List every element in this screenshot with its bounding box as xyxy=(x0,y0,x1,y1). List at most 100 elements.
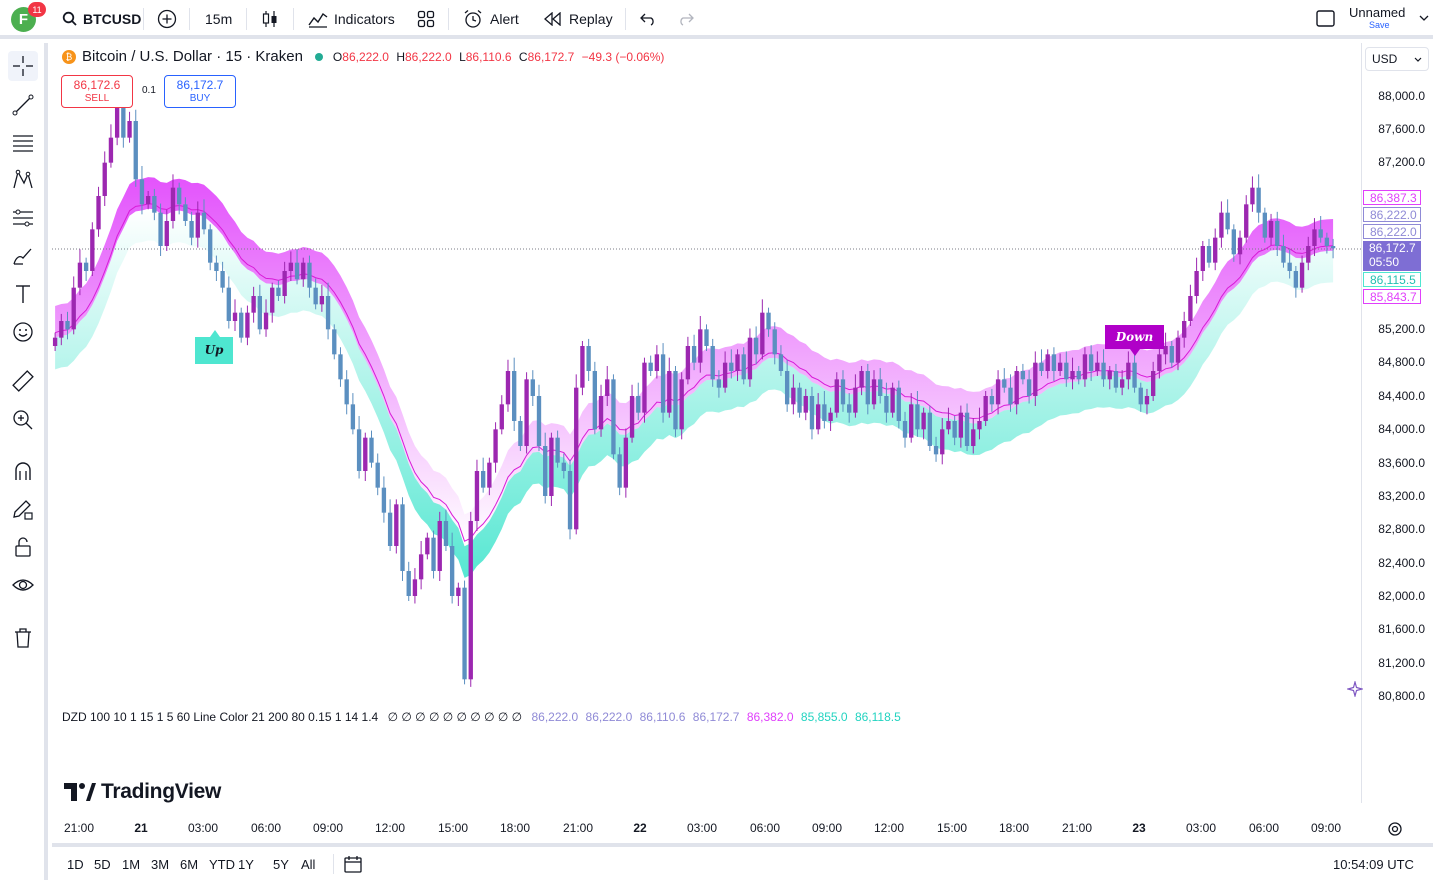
candle-body xyxy=(617,454,622,488)
indicators-button[interactable]: Indicators xyxy=(308,0,395,37)
range-button-1d[interactable]: 1D xyxy=(67,857,84,872)
candle-body xyxy=(543,446,548,496)
candle-body xyxy=(791,387,796,405)
buy-button[interactable]: 86,172.7 BUY xyxy=(164,75,236,108)
remove-drawings-tool[interactable] xyxy=(8,623,38,653)
range-button-1m[interactable]: 1M xyxy=(122,857,141,872)
candle xyxy=(505,359,511,412)
candle xyxy=(729,349,734,379)
candle-body xyxy=(1318,229,1323,238)
candle xyxy=(859,366,864,396)
price-scale-label: 82,000.0 xyxy=(1378,589,1425,603)
time-label: 09:00 xyxy=(811,821,843,835)
candle-body xyxy=(524,379,529,446)
range-button-all[interactable]: All xyxy=(301,857,316,872)
layout-menu-button[interactable] xyxy=(1419,0,1429,37)
candle xyxy=(90,222,95,276)
text-tool[interactable] xyxy=(8,279,38,309)
price-chart[interactable] xyxy=(52,43,1361,703)
replay-label: Replay xyxy=(569,10,613,27)
candle-body xyxy=(158,212,163,246)
emoji-tool[interactable] xyxy=(8,317,38,347)
candle xyxy=(133,109,138,187)
time-axis[interactable]: 21:00 21 03:00 06:00 09:00 12:00 15:00 18:00 21:… xyxy=(52,812,1361,842)
range-button-5d[interactable]: 5D xyxy=(94,857,111,872)
last-price-tag: 86,172.7 05:50 xyxy=(1363,241,1421,271)
zoom-tool[interactable] xyxy=(8,405,38,435)
redo-button[interactable] xyxy=(678,0,694,37)
candle-body xyxy=(83,262,89,271)
alert-button[interactable]: Alert xyxy=(463,0,519,37)
candle xyxy=(307,255,312,298)
symbol-title[interactable]: Bitcoin / U.S. Dollar · 15 · Kraken xyxy=(82,48,303,65)
time-label: 03:00 xyxy=(686,821,718,835)
measure-tool[interactable] xyxy=(8,366,38,396)
candle xyxy=(1318,216,1323,243)
fullscreen-button[interactable] xyxy=(1316,0,1335,37)
candle-body xyxy=(121,104,126,138)
currency-selector[interactable]: USD xyxy=(1365,47,1429,71)
stay-drawing-tool[interactable] xyxy=(8,494,38,524)
candle-body xyxy=(1026,379,1032,396)
candle xyxy=(741,347,746,385)
utc-clock[interactable]: 10:54:09 UTC xyxy=(1333,857,1414,872)
sparkle-icon[interactable] xyxy=(1347,681,1363,697)
layout-name-button[interactable]: Unnamed Save xyxy=(1349,0,1405,37)
candle xyxy=(158,203,163,256)
pattern-tool[interactable] xyxy=(8,165,38,195)
trash-icon xyxy=(15,628,31,648)
candle-body xyxy=(387,512,393,546)
candle xyxy=(586,338,591,381)
candle-body xyxy=(412,579,418,596)
candle xyxy=(940,418,945,465)
candle-body xyxy=(1002,379,1007,388)
candle-body xyxy=(1250,187,1255,205)
hide-drawings-tool[interactable] xyxy=(8,570,38,600)
brush-tool[interactable] xyxy=(8,241,38,271)
time-label: 09:00 xyxy=(1310,821,1342,835)
indicator-legend[interactable]: DZD 100 10 1 15 1 5 60 Line Color 21 200… xyxy=(62,710,901,724)
candle xyxy=(375,453,380,496)
candle-body xyxy=(1144,396,1150,405)
candle xyxy=(555,430,560,468)
settings-icon[interactable] xyxy=(1386,820,1404,838)
candle-body xyxy=(437,521,442,571)
magnet-tool[interactable] xyxy=(8,456,38,486)
range-button-ytd[interactable]: YTD xyxy=(209,857,235,872)
price-axis[interactable]: USD 88,000.0 87,600.0 87,200.0 85,200.0 84,8… xyxy=(1361,43,1433,803)
candle-body xyxy=(114,104,120,138)
candle xyxy=(772,322,777,365)
calendar-icon[interactable] xyxy=(343,854,363,874)
candle-body xyxy=(332,329,337,355)
symbol-search-button[interactable]: BTCUSD xyxy=(62,0,141,37)
undo-button[interactable] xyxy=(640,0,656,37)
fib-tool[interactable] xyxy=(8,128,38,158)
prediction-tool[interactable] xyxy=(8,203,38,233)
candle xyxy=(927,405,933,451)
candle xyxy=(989,388,995,412)
range-button-3m[interactable]: 3M xyxy=(151,857,170,872)
crosshair-tool[interactable] xyxy=(8,51,38,81)
candle xyxy=(1163,332,1168,365)
lock-drawings-tool[interactable] xyxy=(8,532,38,562)
chart-type-button[interactable] xyxy=(261,0,279,37)
candle-body xyxy=(1287,262,1292,271)
trend-line-tool[interactable] xyxy=(8,90,38,120)
sell-button[interactable]: 86,172.6 SELL xyxy=(61,75,133,108)
interval-button[interactable]: 15m xyxy=(205,10,233,27)
candle xyxy=(1107,366,1112,390)
candle xyxy=(828,407,833,431)
replay-button[interactable]: Replay xyxy=(544,0,613,37)
candle xyxy=(1144,388,1150,415)
range-button-6m[interactable]: 6M xyxy=(180,857,199,872)
tradingview-logo[interactable]: TradingView xyxy=(64,780,221,804)
candle xyxy=(239,307,244,343)
range-button-1y[interactable]: 1Y xyxy=(238,857,254,872)
compare-symbol-button[interactable] xyxy=(157,0,177,37)
range-button-5y[interactable]: 5Y xyxy=(273,857,289,872)
candle-body xyxy=(971,429,976,446)
candle-body xyxy=(505,371,511,405)
templates-button[interactable] xyxy=(417,0,435,37)
candle-body xyxy=(1045,354,1050,371)
divider xyxy=(333,854,334,874)
